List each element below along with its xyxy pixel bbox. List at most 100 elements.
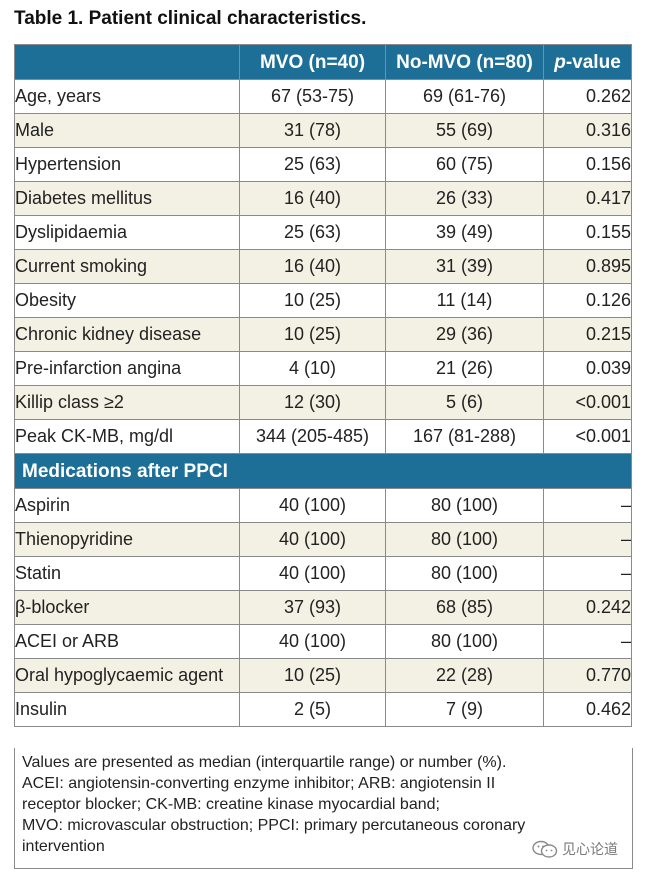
cell-mvo: 40 (100) [239,624,386,659]
cell-no-mvo: 80 (100) [385,556,544,591]
cell-p-value: – [543,556,632,591]
cell-no-mvo: 80 (100) [385,488,544,523]
row-label: Hypertension [14,147,240,182]
cell-p-value: <0.001 [543,385,632,420]
footnote-line: intervention [22,838,105,855]
row-label: Killip class ≥2 [14,385,240,420]
cell-p-value: 0.417 [543,181,632,216]
table-row: Chronic kidney disease 10 (25) 29 (36) 0.21… [14,317,632,352]
cell-no-mvo: 22 (28) [385,658,544,693]
cell-no-mvo: 80 (100) [385,624,544,659]
row-label: Chronic kidney disease [14,317,240,352]
cell-p-value: 0.156 [543,147,632,182]
row-label: Current smoking [14,249,240,284]
table-row: ACEI or ARB 40 (100) 80 (100) – [14,624,632,659]
table-row: Insulin 2 (5) 7 (9) 0.462 [14,692,632,727]
cell-p-value: 0.770 [543,658,632,693]
cell-mvo: 40 (100) [239,522,386,557]
row-label: Obesity [14,283,240,318]
cell-p-value: – [543,522,632,557]
row-label: ACEI or ARB [14,624,240,659]
footnote-line: receptor blocker; CK-MB: creatine kinase… [22,796,440,813]
cell-mvo: 31 (78) [239,113,386,148]
cell-mvo: 2 (5) [239,692,386,727]
cell-no-mvo: 80 (100) [385,522,544,557]
cell-mvo: 10 (25) [239,317,386,352]
wechat-icon [532,840,558,858]
table-row: Peak CK-MB, mg/dl 344 (205-485) 167 (81-28… [14,419,632,454]
cell-mvo: 4 (10) [239,351,386,386]
cell-mvo: 16 (40) [239,249,386,284]
table-row: Obesity 10 (25) 11 (14) 0.126 [14,283,632,318]
table-row: Oral hypoglycaemic agent 10 (25) 22 (28) 0.… [14,658,632,693]
footnote-line: Values are presented as median (interqua… [22,754,507,771]
row-label: Statin [14,556,240,591]
cell-no-mvo: 69 (61-76) [385,79,544,114]
cell-no-mvo: 68 (85) [385,590,544,625]
cell-mvo: 10 (25) [239,658,386,693]
row-label: Diabetes mellitus [14,181,240,216]
table-row: β-blocker 37 (93) 68 (85) 0.242 [14,590,632,625]
row-label: Age, years [14,79,240,114]
row-label: Thienopyridine [14,522,240,557]
cell-no-mvo: 5 (6) [385,385,544,420]
cell-p-value: 0.215 [543,317,632,352]
table-row: Age, years 67 (53-75) 69 (61-76) 0.262 [14,79,632,114]
cell-no-mvo: 55 (69) [385,113,544,148]
table-row: Dyslipidaemia 25 (63) 39 (49) 0.155 [14,215,632,250]
cell-no-mvo: 21 (26) [385,351,544,386]
watermark: 见心论道 [532,839,618,859]
row-label: Dyslipidaemia [14,215,240,250]
table-row: Hypertension 25 (63) 60 (75) 0.156 [14,147,632,182]
cell-p-value: 0.242 [543,590,632,625]
table-row: Diabetes mellitus 16 (40) 26 (33) 0.417 [14,181,632,216]
header-cell-no-mvo: No-MVO (n=80) [385,44,544,80]
cell-mvo: 25 (63) [239,215,386,250]
table-row: Current smoking 16 (40) 31 (39) 0.895 [14,249,632,284]
watermark-text: 见心论道 [562,841,618,857]
cell-p-value: 0.126 [543,283,632,318]
p-italic: p [554,51,566,73]
cell-no-mvo: 167 (81-288) [385,419,544,454]
clinical-table: MVO (n=40) No-MVO (n=80) p-value Age, ye… [14,44,632,727]
p-value-suffix: -value [565,51,621,73]
cell-mvo: 12 (30) [239,385,386,420]
section-label: Medications after PPCI [14,453,632,489]
row-label: β-blocker [14,590,240,625]
table-footnote: Values are presented as median (interqua… [14,748,633,869]
cell-p-value: 0.462 [543,692,632,727]
table-row: Killip class ≥2 12 (30) 5 (6) <0.001 [14,385,632,420]
row-label: Pre-infarction angina [14,351,240,386]
cell-no-mvo: 26 (33) [385,181,544,216]
footnote-line: MVO: microvascular obstruction; PPCI: pr… [22,817,526,834]
section-row: Medications after PPCI [14,453,632,489]
cell-p-value: 0.262 [543,79,632,114]
row-label: Oral hypoglycaemic agent [14,658,240,693]
header-cell-empty [14,44,240,80]
cell-no-mvo: 31 (39) [385,249,544,284]
cell-p-value: 0.039 [543,351,632,386]
table-row: Thienopyridine 40 (100) 80 (100) – [14,522,632,557]
cell-mvo: 10 (25) [239,283,386,318]
cell-no-mvo: 11 (14) [385,283,544,318]
header-cell-p-value: p-value [543,44,632,80]
footnote-line: ACEI: angiotensin-converting enzyme inhi… [22,775,496,792]
cell-p-value: 0.155 [543,215,632,250]
cell-no-mvo: 7 (9) [385,692,544,727]
cell-p-value: 0.316 [543,113,632,148]
cell-mvo: 40 (100) [239,556,386,591]
cell-p-value: – [543,488,632,523]
cell-mvo: 67 (53-75) [239,79,386,114]
cell-p-value: 0.895 [543,249,632,284]
row-label: Insulin [14,692,240,727]
row-label: Aspirin [14,488,240,523]
table-row: Male 31 (78) 55 (69) 0.316 [14,113,632,148]
table-header-row: MVO (n=40) No-MVO (n=80) p-value [14,44,632,80]
cell-no-mvo: 29 (36) [385,317,544,352]
table-row: Aspirin 40 (100) 80 (100) – [14,488,632,523]
cell-mvo: 37 (93) [239,590,386,625]
cell-no-mvo: 39 (49) [385,215,544,250]
row-label: Peak CK-MB, mg/dl [14,419,240,454]
cell-p-value: <0.001 [543,419,632,454]
row-label: Male [14,113,240,148]
